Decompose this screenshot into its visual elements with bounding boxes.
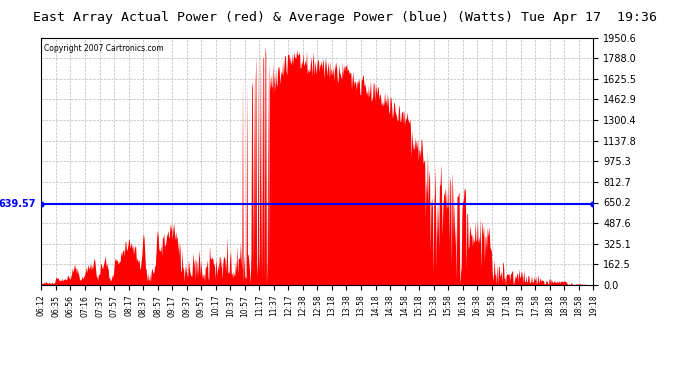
Text: 639.57: 639.57 (0, 199, 36, 209)
Text: East Array Actual Power (red) & Average Power (blue) (Watts) Tue Apr 17  19:36: East Array Actual Power (red) & Average … (33, 11, 657, 24)
Text: Copyright 2007 Cartronics.com: Copyright 2007 Cartronics.com (44, 44, 164, 53)
